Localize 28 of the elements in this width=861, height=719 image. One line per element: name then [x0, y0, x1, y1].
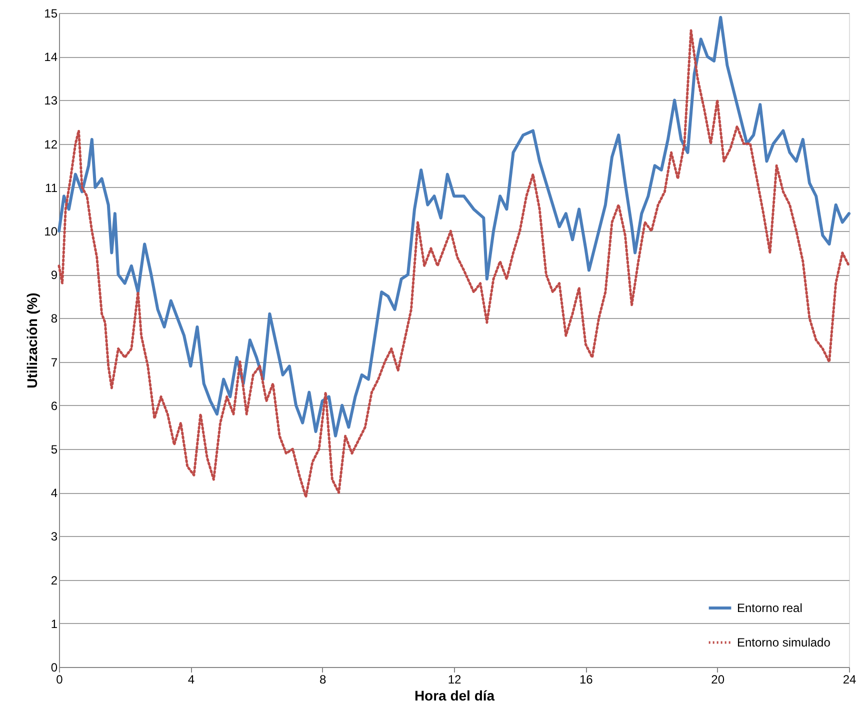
y-tick-label: 13: [44, 94, 58, 108]
y-tick-label: 7: [50, 355, 58, 370]
x-axis-title: Hora del día: [414, 688, 495, 704]
y-tick-label: 10: [44, 224, 58, 238]
x-tick-label: 12: [448, 672, 462, 686]
y-tick-label: 9: [50, 268, 58, 282]
x-tick-label: 4: [188, 672, 195, 686]
y-tick-label: 2: [50, 573, 58, 588]
y-tick-label: 8: [50, 312, 58, 326]
y-tick-label: 1: [50, 616, 58, 631]
y-tick-label: 15: [44, 6, 58, 20]
y-tick-label: 14: [44, 50, 58, 64]
x-tick-label: 8: [319, 672, 326, 686]
line-series: [58, 29, 850, 498]
x-tick-label: 24: [842, 672, 856, 686]
y-tick-label: 11: [45, 180, 58, 195]
y-tick-label: 6: [50, 398, 58, 413]
y-tick-label: 0: [50, 660, 58, 674]
legend-label: Entorno simulado: [737, 636, 831, 650]
y-tick-label: 3: [50, 530, 58, 544]
y-axis-title: Utilización (%): [24, 292, 40, 388]
line-series: [58, 16, 850, 438]
y-tick-label: 4: [50, 486, 58, 500]
y-tick-label: 5: [50, 442, 58, 456]
x-tick-label: 16: [579, 672, 594, 686]
y-tick-label: 12: [44, 137, 58, 152]
x-tick-label: 20: [711, 672, 725, 686]
legend-label: Entorno real: [737, 601, 802, 615]
